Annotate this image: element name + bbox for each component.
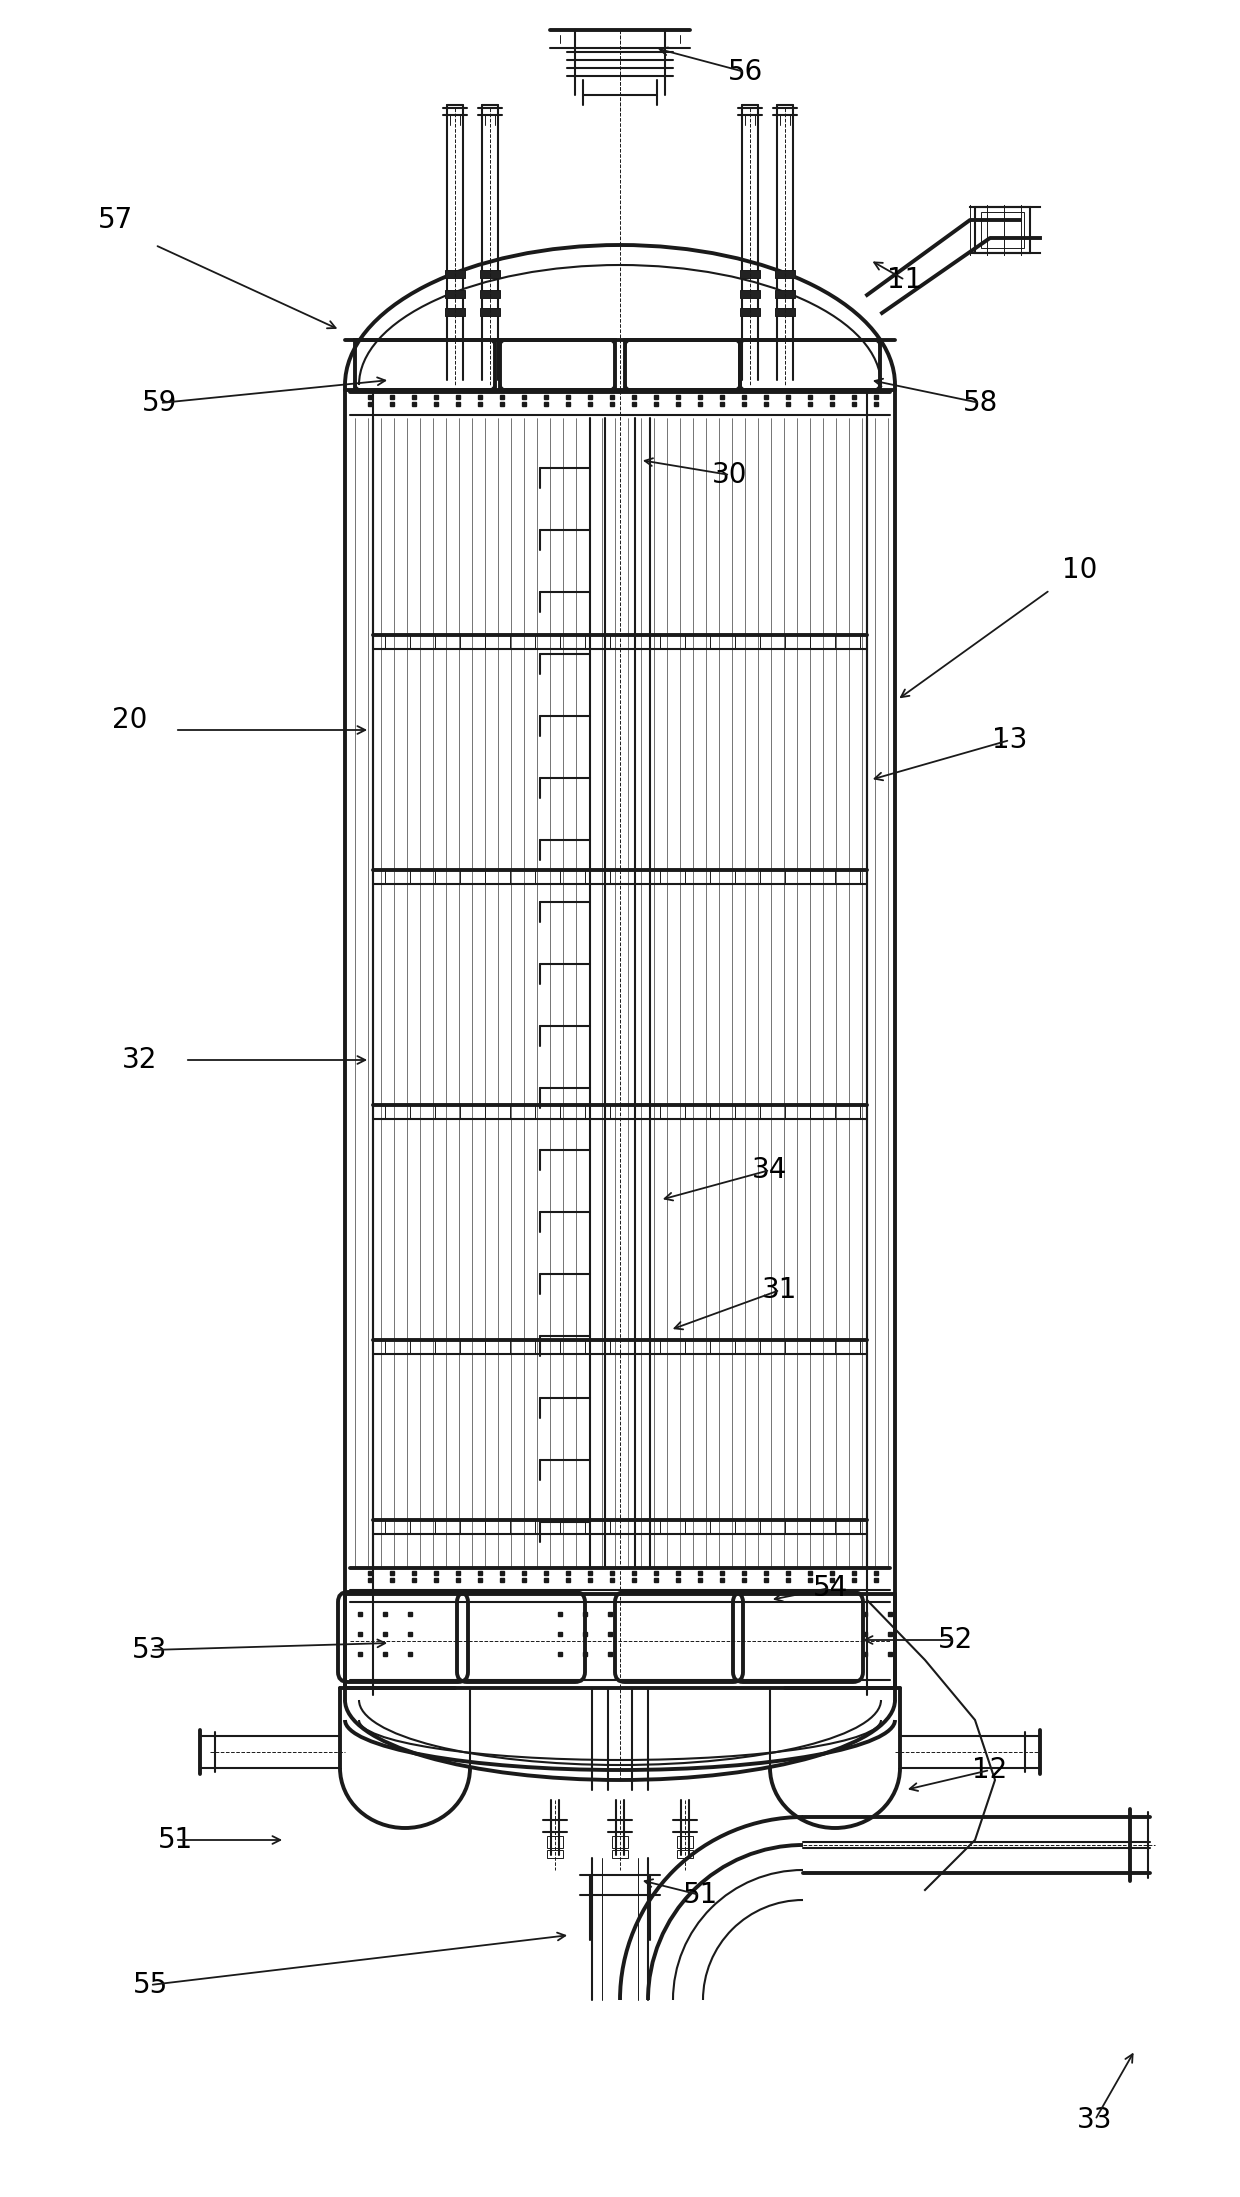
Bar (740, 341, 880, 391)
Bar (445, 308, 465, 316)
Bar (445, 290, 465, 299)
Bar (740, 290, 760, 299)
Bar (355, 341, 495, 391)
Bar (613, 1837, 627, 1848)
Text: 31: 31 (763, 1276, 797, 1305)
Bar (677, 1837, 693, 1848)
Text: 33: 33 (1078, 2107, 1112, 2133)
Text: 51: 51 (157, 1826, 192, 1854)
Bar (500, 341, 615, 391)
Text: 51: 51 (682, 1881, 718, 1909)
Text: 59: 59 (143, 389, 177, 417)
Bar (775, 290, 795, 299)
Text: 12: 12 (972, 1755, 1008, 1784)
Bar (480, 308, 500, 316)
Bar (613, 1850, 627, 1859)
Bar (547, 1850, 563, 1859)
Text: 10: 10 (1063, 556, 1097, 584)
Bar (480, 270, 500, 279)
Bar (981, 211, 1024, 248)
Bar (677, 1850, 693, 1859)
Text: 58: 58 (962, 389, 998, 417)
Text: 55: 55 (133, 1971, 167, 1999)
Text: 34: 34 (753, 1156, 787, 1184)
Text: 56: 56 (728, 57, 763, 86)
Text: 30: 30 (712, 461, 748, 490)
Bar (445, 270, 465, 279)
Text: 54: 54 (812, 1573, 848, 1602)
Text: 11: 11 (888, 266, 923, 294)
Bar (547, 1837, 563, 1848)
Bar (740, 270, 760, 279)
Text: 57: 57 (98, 207, 133, 235)
Bar (625, 341, 740, 391)
Bar (775, 308, 795, 316)
Text: 13: 13 (992, 725, 1028, 754)
Bar (775, 270, 795, 279)
Text: 20: 20 (113, 705, 148, 734)
Bar (975, 207, 1030, 253)
Bar (740, 308, 760, 316)
Text: 52: 52 (937, 1626, 972, 1654)
Text: 32: 32 (123, 1046, 157, 1074)
Text: 53: 53 (133, 1637, 167, 1663)
Bar (480, 290, 500, 299)
